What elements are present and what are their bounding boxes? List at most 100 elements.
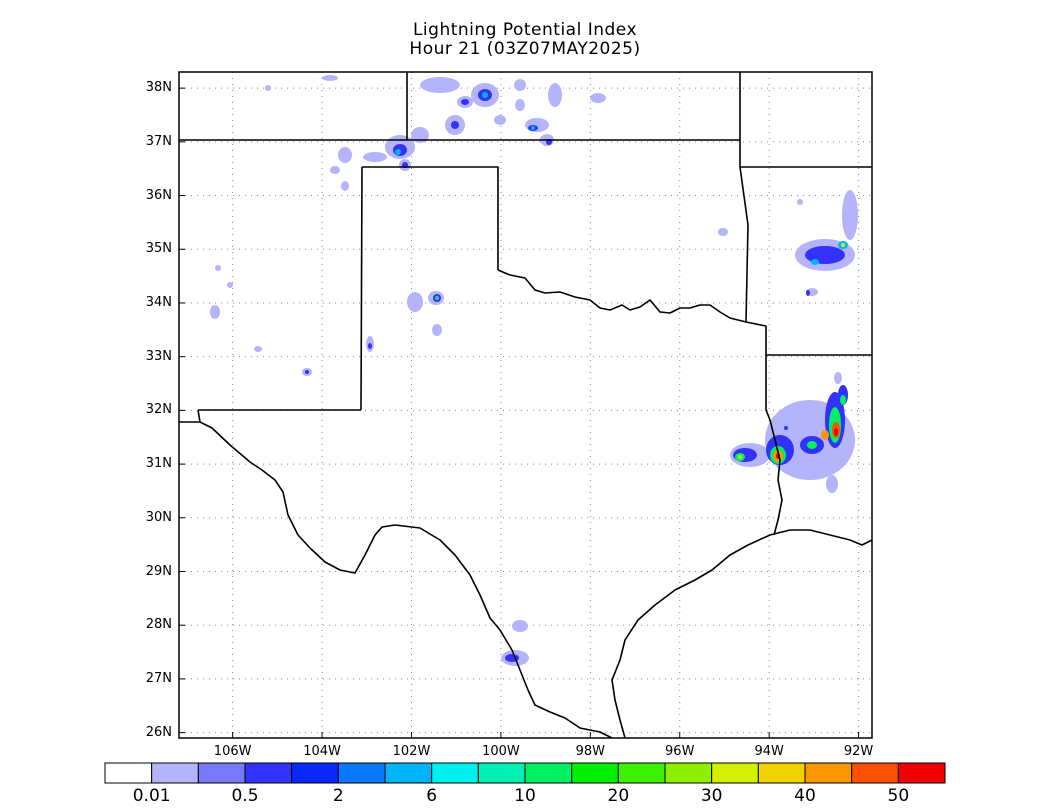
colorbar-swatch <box>897 762 946 784</box>
colorbar-swatch <box>337 762 386 784</box>
colorbar-swatch <box>244 762 293 784</box>
contour-low <box>432 324 442 336</box>
colorbar-label: 40 <box>794 786 816 806</box>
state-borders <box>179 72 873 739</box>
lon-label: 96W <box>665 744 695 759</box>
colorbar-swatch <box>384 762 433 784</box>
contour-hi <box>738 455 742 459</box>
contour-low <box>407 292 423 312</box>
contour-low <box>330 166 340 174</box>
contour-low <box>411 127 429 143</box>
colorbar-swatch <box>711 762 759 784</box>
contour-mid <box>305 370 309 374</box>
lat-label: 26N <box>145 724 172 740</box>
chart-title: Lightning Potential Index <box>412 20 638 40</box>
colorbar-label: 6 <box>426 786 438 806</box>
contour-hi <box>482 92 488 98</box>
contour-hi <box>834 428 838 436</box>
colorbar-swatch <box>571 762 619 784</box>
contour-mid <box>461 99 469 105</box>
colorbar-swatch <box>431 762 479 784</box>
contour-low <box>494 115 506 125</box>
contour-low <box>254 346 262 352</box>
lon-label: 102W <box>392 744 431 759</box>
lon-label: 104W <box>303 744 341 759</box>
contour-mid <box>805 246 845 264</box>
colorbar-swatch <box>524 762 573 784</box>
contour-hi <box>435 296 439 300</box>
contour-low <box>590 93 606 103</box>
contour-low <box>525 118 549 132</box>
colorbar-label: 30 <box>700 786 723 806</box>
lon-label: 98W <box>575 744 606 759</box>
contour-low <box>265 85 271 91</box>
lon-label: 100W <box>482 744 520 759</box>
colorbar-swatch <box>757 762 806 784</box>
lat-label: 34N <box>145 294 172 310</box>
contour-low <box>515 99 525 111</box>
colorbar-swatch <box>477 762 526 784</box>
contour-low <box>363 152 387 162</box>
lat-label: 28N <box>145 617 172 633</box>
contour-hi <box>807 441 817 449</box>
contour-mid <box>368 343 372 349</box>
colorbar-label: 20 <box>607 786 630 806</box>
contour-low <box>514 79 526 91</box>
colorbar-label: 10 <box>514 786 536 806</box>
contour-low <box>797 199 803 205</box>
colorbar <box>104 762 946 784</box>
contour-mid <box>784 426 788 430</box>
colorbar-label: 50 <box>887 786 910 806</box>
contour-low <box>338 147 352 163</box>
colorbar-swatch <box>664 762 713 784</box>
contour-low <box>215 265 221 271</box>
lat-label: 38N <box>145 80 172 96</box>
axis-ticks <box>179 87 860 738</box>
colorbar-swatch <box>291 762 339 784</box>
contour-hi <box>840 395 846 405</box>
lightning-potential-contours <box>210 75 858 666</box>
lon-label: 92W <box>843 744 874 759</box>
contour-low <box>210 305 220 319</box>
lat-label: 36N <box>145 187 172 203</box>
contour-low <box>420 77 460 93</box>
lat-label: 32N <box>145 402 172 418</box>
lon-label: 106W <box>213 744 252 759</box>
colorbar-swatch <box>617 762 666 784</box>
contour-hi <box>821 430 829 440</box>
contour-hi <box>841 243 845 247</box>
colorbar-swatch <box>804 762 853 784</box>
lon-label: 94W <box>754 744 784 759</box>
contour-low <box>227 282 233 288</box>
contour-low <box>718 228 728 236</box>
lat-label: 37N <box>145 133 172 149</box>
lat-label: 29N <box>145 563 172 579</box>
contour-low <box>548 83 562 107</box>
colorbar-label: 2 <box>332 786 344 806</box>
lat-label: 35N <box>145 241 172 257</box>
lat-label: 31N <box>145 456 172 472</box>
lat-label: 27N <box>145 670 172 686</box>
colorbar-swatch <box>197 762 246 784</box>
contour-low <box>341 181 349 191</box>
contour-mid <box>451 121 459 129</box>
lat-label: 30N <box>145 509 172 525</box>
lat-label: 33N <box>145 348 172 364</box>
contour-mid <box>806 290 810 296</box>
colorbar-swatch <box>104 762 153 784</box>
colorbar-swatch <box>151 762 199 784</box>
contour-hi <box>811 259 819 265</box>
colorbar-label: 0.5 <box>231 786 259 806</box>
contour-low <box>322 75 338 81</box>
contour-low <box>512 620 528 632</box>
contour-low <box>842 190 858 240</box>
colorbar-swatch <box>851 762 899 784</box>
contour-hi <box>531 126 535 130</box>
contour-low <box>826 475 838 493</box>
colorbar-label: 0.01 <box>132 786 171 806</box>
chart-subtitle: Hour 21 (03Z07MAY2025) <box>409 39 641 59</box>
contour-low <box>834 372 842 384</box>
contour-hi <box>395 149 401 155</box>
map-frame <box>178 71 873 739</box>
